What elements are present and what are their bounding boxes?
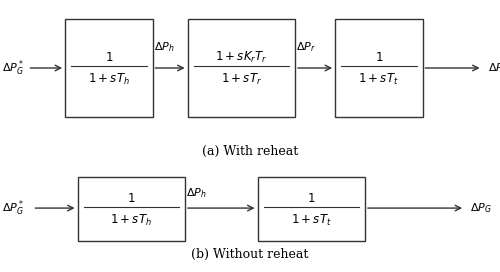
Text: (a) With reheat: (a) With reheat — [202, 145, 298, 158]
Text: $\Delta P_h$: $\Delta P_h$ — [154, 41, 174, 54]
Text: $\Delta P_G^*$: $\Delta P_G^*$ — [2, 198, 25, 218]
Text: $\Delta P_G^*$: $\Delta P_G^*$ — [2, 58, 25, 78]
Bar — [65, 19, 152, 117]
Text: (b) Without reheat: (b) Without reheat — [192, 248, 308, 261]
Bar — [78, 177, 185, 241]
Text: $\Delta P_h$: $\Delta P_h$ — [186, 186, 207, 200]
Text: $1 + sT_h$: $1 + sT_h$ — [110, 213, 152, 228]
Text: $1$: $1$ — [374, 51, 383, 64]
Bar — [335, 19, 422, 117]
Text: $\Delta P_G$: $\Delta P_G$ — [470, 201, 492, 215]
Text: $\Delta P_G$: $\Delta P_G$ — [488, 61, 500, 75]
Text: $1 + sT_h$: $1 + sT_h$ — [88, 72, 130, 87]
Bar — [188, 19, 295, 117]
Text: $1 + sK_rT_r$: $1 + sK_rT_r$ — [215, 50, 268, 65]
Text: $\Delta P_r$: $\Delta P_r$ — [296, 41, 316, 54]
Text: $1$: $1$ — [104, 51, 113, 64]
Bar — [258, 177, 365, 241]
Text: $1$: $1$ — [307, 192, 316, 205]
Text: $1 + sT_t$: $1 + sT_t$ — [358, 72, 399, 87]
Text: $1$: $1$ — [127, 192, 136, 205]
Text: $1 + sT_r$: $1 + sT_r$ — [220, 72, 262, 87]
Text: $1 + sT_t$: $1 + sT_t$ — [291, 213, 332, 228]
